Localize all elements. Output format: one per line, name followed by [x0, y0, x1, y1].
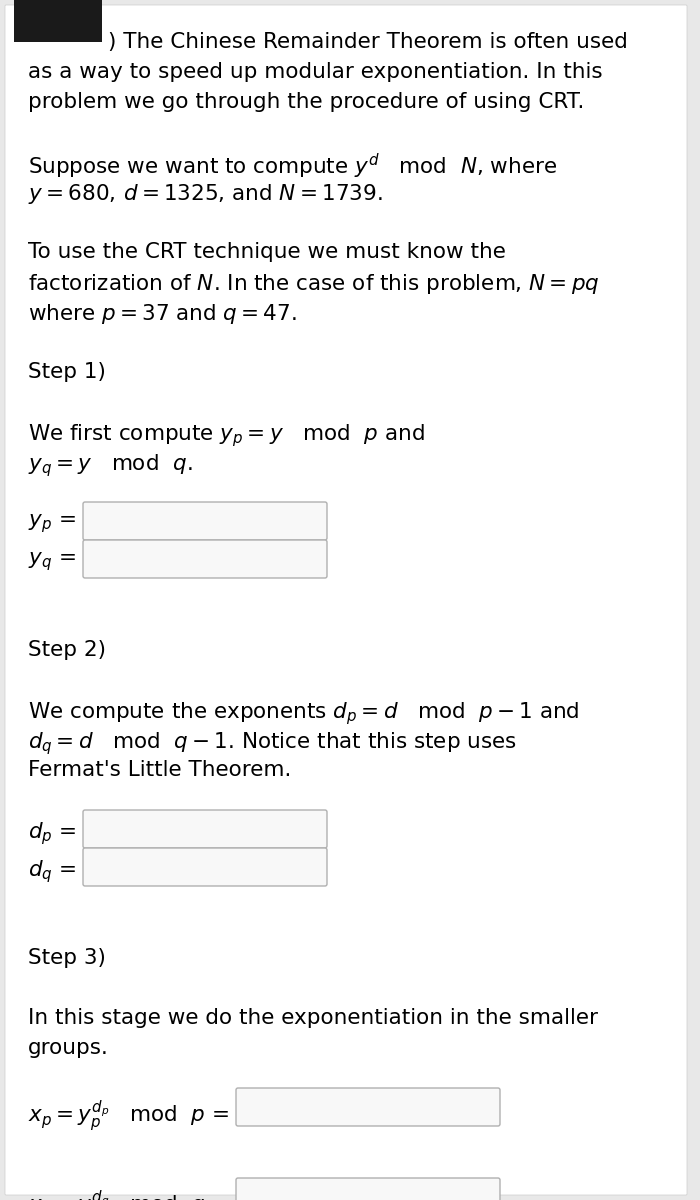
Text: $d_p$ =: $d_p$ =: [28, 820, 76, 847]
Text: $x_q = y_q^{d_q}$   mod  $q$ =: $x_q = y_q^{d_q}$ mod $q$ =: [28, 1188, 229, 1200]
Text: To use the CRT technique we must know the: To use the CRT technique we must know th…: [28, 242, 506, 262]
Text: $d_q = d$   mod  $q - 1$. Notice that this step uses: $d_q = d$ mod $q - 1$. Notice that this …: [28, 730, 517, 757]
Text: We first compute $y_p = y$   mod  $p$ and: We first compute $y_p = y$ mod $p$ and: [28, 422, 425, 449]
FancyBboxPatch shape: [5, 5, 687, 1195]
Text: $x_p = y_p^{d_p}$   mod  $p$ =: $x_p = y_p^{d_p}$ mod $p$ =: [28, 1098, 229, 1134]
FancyBboxPatch shape: [236, 1178, 500, 1200]
Text: where $p = 37$ and $q = 47$.: where $p = 37$ and $q = 47$.: [28, 302, 297, 326]
FancyBboxPatch shape: [83, 502, 327, 540]
Text: $d_q$ =: $d_q$ =: [28, 858, 76, 884]
Text: Fermat's Little Theorem.: Fermat's Little Theorem.: [28, 760, 291, 780]
Text: Step 1): Step 1): [28, 362, 106, 382]
FancyBboxPatch shape: [83, 810, 327, 848]
Text: $y_q = y$   mod  $q$.: $y_q = y$ mod $q$.: [28, 452, 192, 479]
Text: as a way to speed up modular exponentiation. In this: as a way to speed up modular exponentiat…: [28, 62, 603, 82]
Text: problem we go through the procedure of using CRT.: problem we go through the procedure of u…: [28, 92, 584, 112]
Text: ) The Chinese Remainder Theorem is often used: ) The Chinese Remainder Theorem is often…: [108, 32, 628, 52]
Text: $y_p$ =: $y_p$ =: [28, 512, 76, 535]
FancyBboxPatch shape: [236, 1088, 500, 1126]
Text: Step 2): Step 2): [28, 640, 106, 660]
Text: We compute the exponents $d_p = d$   mod  $p - 1$ and: We compute the exponents $d_p = d$ mod $…: [28, 700, 580, 727]
FancyBboxPatch shape: [83, 540, 327, 578]
Text: factorization of $N$. In the case of this problem, $N = pq$: factorization of $N$. In the case of thi…: [28, 272, 600, 296]
Text: Suppose we want to compute $y^d$   mod  $N$, where: Suppose we want to compute $y^d$ mod $N$…: [28, 152, 557, 181]
Text: groups.: groups.: [28, 1038, 109, 1058]
Bar: [14, 0, 102, 42]
Text: Step 3): Step 3): [28, 948, 106, 968]
FancyBboxPatch shape: [83, 848, 327, 886]
Text: In this stage we do the exponentiation in the smaller: In this stage we do the exponentiation i…: [28, 1008, 598, 1028]
Text: $y = 680,\, d = 1325$, and $N = 1739$.: $y = 680,\, d = 1325$, and $N = 1739$.: [28, 182, 383, 206]
Text: $y_q$ =: $y_q$ =: [28, 550, 76, 572]
